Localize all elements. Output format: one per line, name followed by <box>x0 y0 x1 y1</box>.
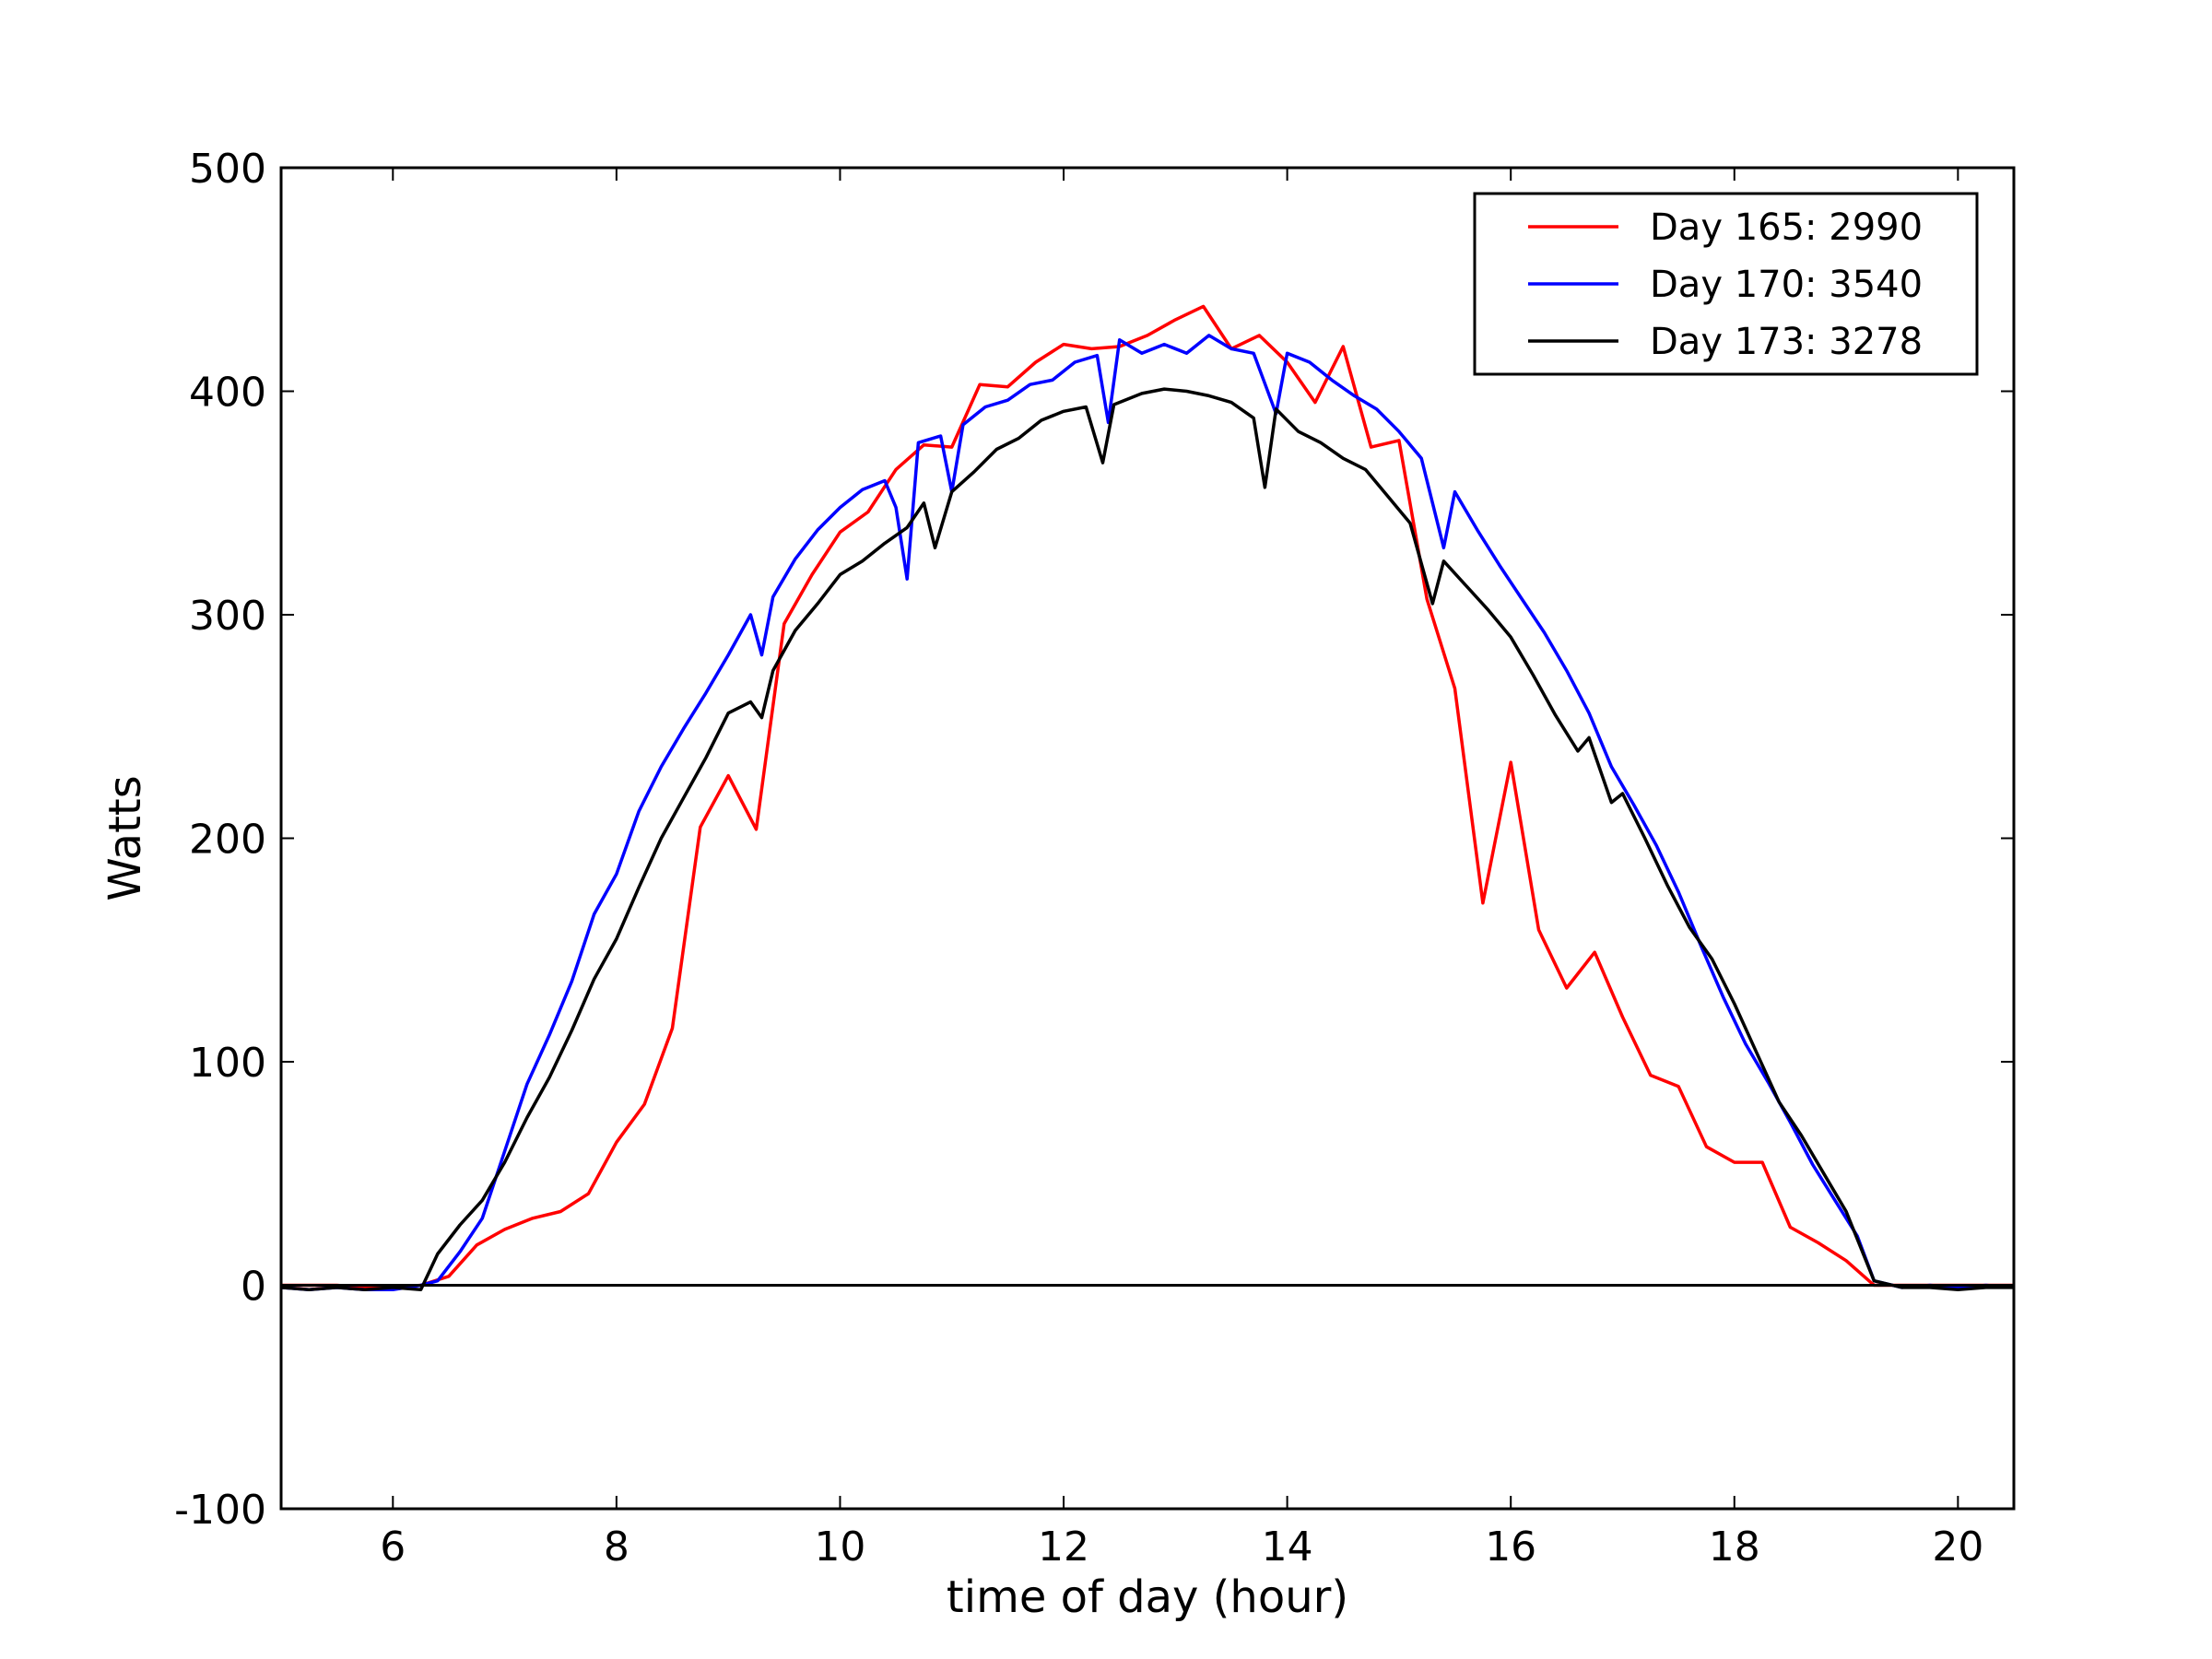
legend-label-2: Day 170: 3540 <box>1650 264 1923 306</box>
series-line-3 <box>280 387 2014 1292</box>
y-tick-label: 500 <box>189 146 266 193</box>
y-axis-label: Watts <box>100 775 151 900</box>
x-axis-label: time of day (hour) <box>947 1571 1348 1623</box>
x-tick-label: 12 <box>1038 1524 1089 1571</box>
x-tick-label: 6 <box>380 1524 406 1571</box>
series-line-1 <box>281 304 2014 1289</box>
x-tick-label: 14 <box>1262 1524 1313 1571</box>
series-layer <box>280 304 2015 1292</box>
legend-items: Day 165: 2990 Day 170: 3540 Day 173: 3278 <box>1528 206 1923 363</box>
y-tick-label: 300 <box>189 593 266 640</box>
y-tick-label: 100 <box>189 1040 266 1087</box>
x-tick-label: 18 <box>1709 1524 1760 1571</box>
x-tick-label: 10 <box>814 1524 865 1571</box>
y-tick-label: 400 <box>189 370 266 417</box>
y-tick-label: 200 <box>189 817 266 864</box>
y-tick-label: 0 <box>241 1264 266 1311</box>
legend-label-3: Day 173: 3278 <box>1650 321 1923 363</box>
legend: Day 165: 2990 Day 170: 3540 Day 173: 3278 <box>1473 192 1979 376</box>
x-tick-label: 8 <box>604 1524 629 1571</box>
y-tick-label: -100 <box>174 1487 266 1534</box>
ticks-layer: 6 8 10 12 14 16 18 20 -100 0 100 200 300 400 500 <box>174 146 2014 1571</box>
legend-label-1: Day 165: 2990 <box>1650 206 1923 249</box>
x-tick-label: 20 <box>1932 1524 1983 1571</box>
x-tick-label: 16 <box>1485 1524 1536 1571</box>
series-line-2 <box>280 334 2015 1292</box>
